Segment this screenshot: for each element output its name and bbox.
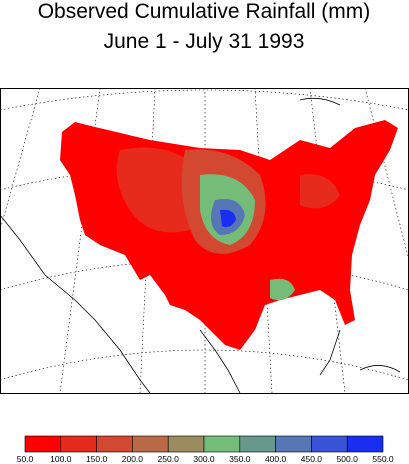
colorbar-label: 300.0 xyxy=(193,454,215,464)
field-zone xyxy=(300,174,340,209)
colorbar-label: 150.0 xyxy=(86,454,108,464)
colorbar-label: 100.0 xyxy=(50,454,72,464)
colorbar-box xyxy=(346,435,384,453)
coastlines xyxy=(0,97,401,394)
colorbar-label: 550.0 xyxy=(372,454,394,464)
colorbar-label: 500.0 xyxy=(337,454,359,464)
colorbar-label: 350.0 xyxy=(229,454,251,464)
colorbar-box xyxy=(96,435,133,453)
field-zone xyxy=(270,278,295,301)
colorbar: 50.0 100.0 150.0 200.0 250.0 300.0 350.0 400.0 4… xyxy=(17,435,394,464)
colorbar-box xyxy=(132,435,169,453)
colorbar-box xyxy=(311,435,348,453)
colorbar-label: 200.0 xyxy=(122,454,144,464)
colorbar-label: 450.0 xyxy=(301,454,323,464)
colorbar-box xyxy=(24,435,62,453)
colorbar-label: 250.0 xyxy=(158,454,180,464)
field-zone xyxy=(220,209,236,228)
colorbar-box xyxy=(60,435,97,453)
colorbar-box xyxy=(203,435,241,453)
colorbar-box xyxy=(239,435,276,453)
title: Observed Cumulative Rainfall (mm) xyxy=(38,0,371,23)
subtitle: June 1 - July 31 1993 xyxy=(104,30,305,53)
colorbar-label: 50.0 xyxy=(17,454,34,464)
map xyxy=(0,87,409,394)
colorbar-box xyxy=(275,435,312,453)
rainfall-field xyxy=(60,120,398,350)
colorbar-box xyxy=(167,435,205,453)
colorbar-label: 400.0 xyxy=(265,454,287,464)
